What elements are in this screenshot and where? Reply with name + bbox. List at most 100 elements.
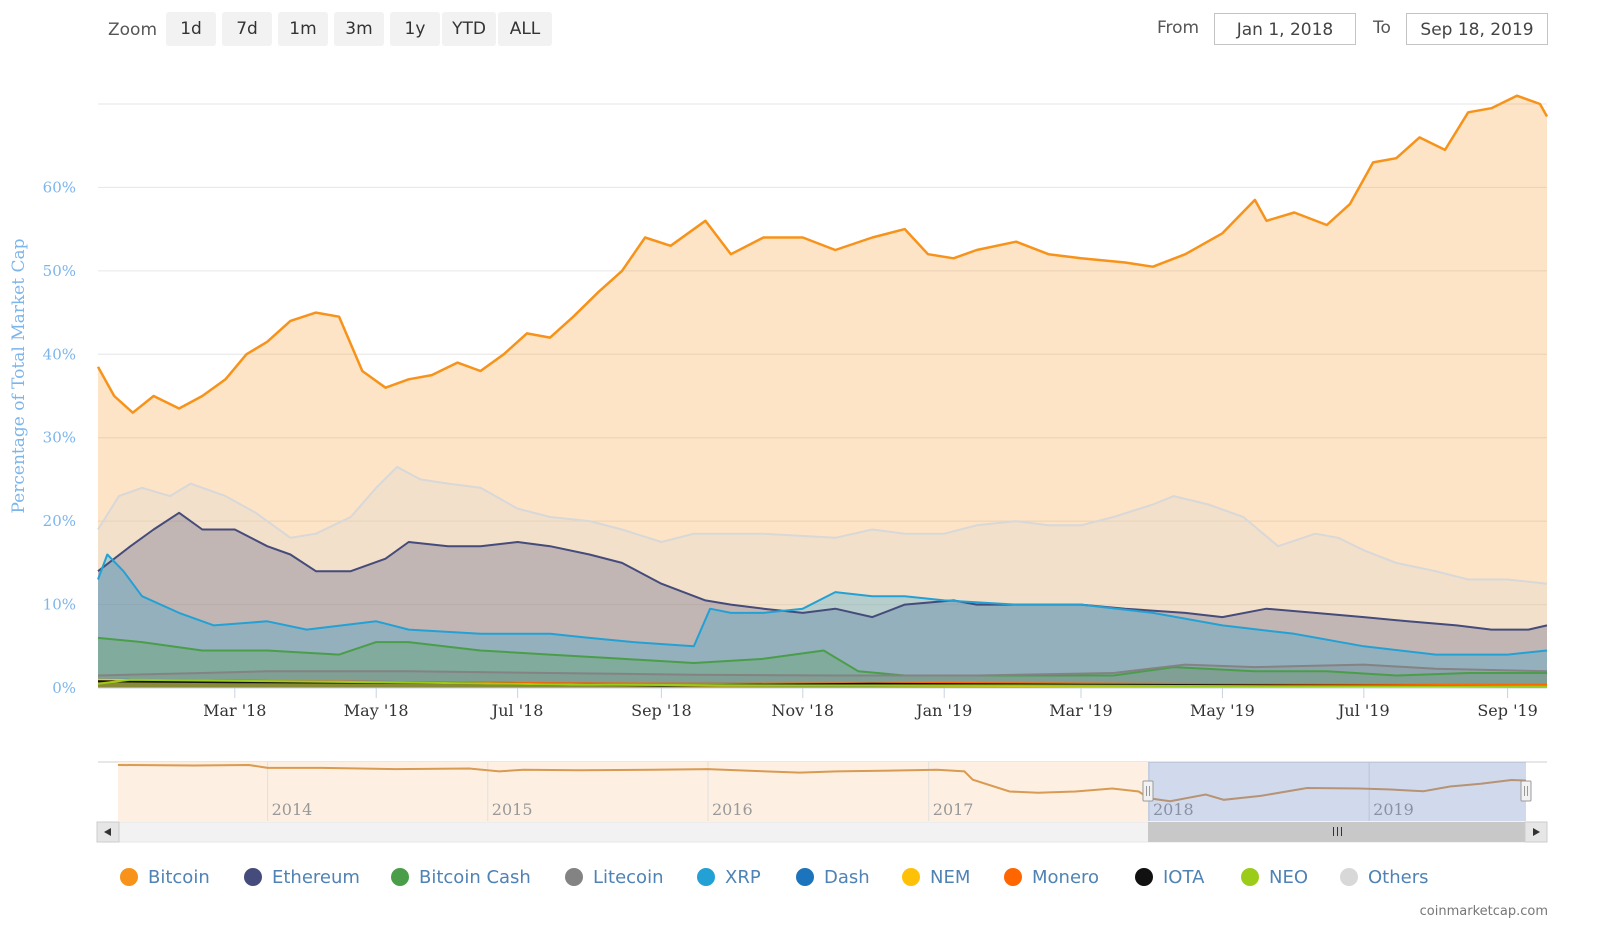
legend-marker bbox=[244, 868, 262, 886]
legend-label: Others bbox=[1368, 867, 1429, 888]
legend-marker bbox=[1241, 868, 1259, 886]
legend-label: NEM bbox=[930, 867, 971, 888]
zoom-7d-button[interactable]: 7d bbox=[222, 12, 272, 46]
y-tick-label: 10% bbox=[43, 596, 76, 614]
credits-link[interactable]: coinmarketcap.com bbox=[1419, 904, 1548, 919]
y-axis-ticks: 0% 10% 20% 30% 40% 50% 60% bbox=[43, 178, 76, 697]
from-label: From bbox=[1157, 18, 1200, 38]
legend-item-litecoin[interactable]: Litecoin bbox=[565, 864, 663, 892]
series-lines bbox=[96, 94, 1549, 689]
legend-label: Bitcoin Cash bbox=[419, 867, 531, 888]
area-bitcoin bbox=[98, 95, 1547, 688]
navigator-outside-area bbox=[118, 762, 1148, 821]
x-tick-label: Nov '18 bbox=[772, 701, 835, 720]
from-date-input[interactable]: Jan 1, 2018 bbox=[1214, 13, 1356, 45]
line-others bbox=[97, 465, 1548, 585]
legend-item-bitcoin-cash[interactable]: Bitcoin Cash bbox=[391, 864, 531, 892]
legend-label: IOTA bbox=[1163, 867, 1205, 888]
navigator-years: 2014 2015 2016 2017 2018 2019 bbox=[267, 762, 1414, 821]
legend-item-monero[interactable]: Monero bbox=[1004, 864, 1099, 892]
legend-marker bbox=[565, 868, 583, 886]
legend-marker bbox=[391, 868, 409, 886]
x-tick-label: Jul '19 bbox=[1336, 701, 1390, 720]
zoom-ytd-button[interactable]: YTD bbox=[442, 12, 496, 46]
area-bitcoin-cash bbox=[98, 637, 1547, 688]
y-tick-label: 20% bbox=[43, 512, 76, 530]
zoom-1d-button[interactable]: 1d bbox=[166, 12, 216, 46]
legend-item-ethereum[interactable]: Ethereum bbox=[244, 864, 360, 892]
legend-item-dash[interactable]: Dash bbox=[796, 864, 870, 892]
legend-marker bbox=[1004, 868, 1022, 886]
legend-label: XRP bbox=[725, 867, 761, 888]
line-litecoin bbox=[97, 663, 1548, 677]
range-selector: Zoom 1d 7d 1m 3m 1y YTD ALL From Jan 1, … bbox=[0, 12, 1600, 48]
legend-label: Litecoin bbox=[593, 867, 664, 888]
y-tick-label: 30% bbox=[43, 429, 76, 447]
y-tick-label: 40% bbox=[43, 345, 76, 363]
legend-item-others[interactable]: Others bbox=[1340, 864, 1429, 892]
arrow-left-icon bbox=[104, 828, 111, 836]
legend-marker bbox=[1340, 868, 1358, 886]
zoom-3m-button[interactable]: 3m bbox=[334, 12, 384, 46]
line-neo bbox=[97, 678, 1547, 688]
navigator-bitcoin-line bbox=[117, 763, 1527, 803]
legend-marker bbox=[902, 868, 920, 886]
navigator-year-label: 2015 bbox=[492, 800, 533, 819]
to-label: To bbox=[1373, 18, 1391, 38]
navigator-year-label: 2014 bbox=[272, 800, 313, 819]
y-tick-label: 0% bbox=[52, 679, 76, 697]
navigator-left-handle[interactable] bbox=[1142, 780, 1154, 802]
navigator-year-label: 2017 bbox=[933, 800, 974, 819]
navigator-selected-range[interactable] bbox=[1148, 762, 1526, 821]
legend-marker bbox=[796, 868, 814, 886]
line-xrp bbox=[97, 553, 1548, 656]
arrow-right-icon bbox=[1533, 828, 1540, 836]
navigator-year-label: 2019 bbox=[1373, 800, 1414, 819]
scroll-left-button[interactable] bbox=[96, 821, 120, 843]
x-axis-ticks: Mar '18 May '18 Jul '18 Sep '18 Nov '18 Jan '… bbox=[203, 688, 1538, 720]
legend-label: Dash bbox=[824, 867, 870, 888]
navigator[interactable]: 2014 2015 2016 2017 2018 2019 bbox=[96, 761, 1548, 843]
zoom-all-button[interactable]: ALL bbox=[498, 12, 552, 46]
zoom-1y-button[interactable]: 1y bbox=[390, 12, 440, 46]
x-tick-label: May '19 bbox=[1190, 701, 1255, 720]
legend-label: NEO bbox=[1269, 867, 1309, 888]
navigator-year-label: 2018 bbox=[1153, 800, 1194, 819]
zoom-label: Zoom bbox=[108, 20, 158, 40]
y-gridlines bbox=[98, 103, 1547, 689]
x-tick-label: Sep '19 bbox=[1477, 701, 1538, 720]
legend-item-nem[interactable]: NEM bbox=[902, 864, 970, 892]
x-tick-label: Mar '18 bbox=[203, 701, 266, 720]
y-axis-title: Percentage of Total Market Cap bbox=[9, 238, 29, 513]
area-neo bbox=[98, 679, 1547, 688]
to-date-input[interactable]: Sep 18, 2019 bbox=[1406, 13, 1548, 45]
navigator-year-label: 2016 bbox=[712, 800, 753, 819]
legend-marker bbox=[120, 868, 138, 886]
x-tick-label: Jul '18 bbox=[490, 701, 544, 720]
zoom-1m-button[interactable]: 1m bbox=[278, 12, 328, 46]
scrollbar-grip-icon bbox=[1333, 827, 1342, 836]
line-ethereum bbox=[97, 511, 1548, 631]
legend-item-iota[interactable]: IOTA bbox=[1135, 864, 1204, 892]
legend-marker bbox=[697, 868, 715, 886]
y-tick-label: 60% bbox=[43, 178, 76, 196]
legend-item-bitcoin[interactable]: Bitcoin bbox=[120, 864, 210, 892]
legend-item-xrp[interactable]: XRP bbox=[697, 864, 761, 892]
line-bitcoin bbox=[96, 94, 1549, 414]
area-xrp bbox=[98, 554, 1547, 688]
legend-label: Bitcoin bbox=[148, 867, 210, 888]
area-nem bbox=[98, 679, 1547, 688]
y-tick-label: 50% bbox=[43, 262, 76, 280]
line-bitcoin-cash bbox=[97, 636, 1547, 677]
x-tick-label: Jan '19 bbox=[914, 701, 972, 720]
legend-label: Monero bbox=[1032, 867, 1100, 888]
legend-item-neo[interactable]: NEO bbox=[1241, 864, 1308, 892]
x-tick-label: Sep '18 bbox=[631, 701, 692, 720]
legend-marker bbox=[1135, 868, 1153, 886]
x-tick-label: May '18 bbox=[344, 701, 409, 720]
legend-label: Ethereum bbox=[272, 867, 360, 888]
x-tick-label: Mar '19 bbox=[1049, 701, 1112, 720]
scroll-right-button[interactable] bbox=[1524, 821, 1548, 843]
navigator-right-handle[interactable] bbox=[1520, 780, 1532, 802]
